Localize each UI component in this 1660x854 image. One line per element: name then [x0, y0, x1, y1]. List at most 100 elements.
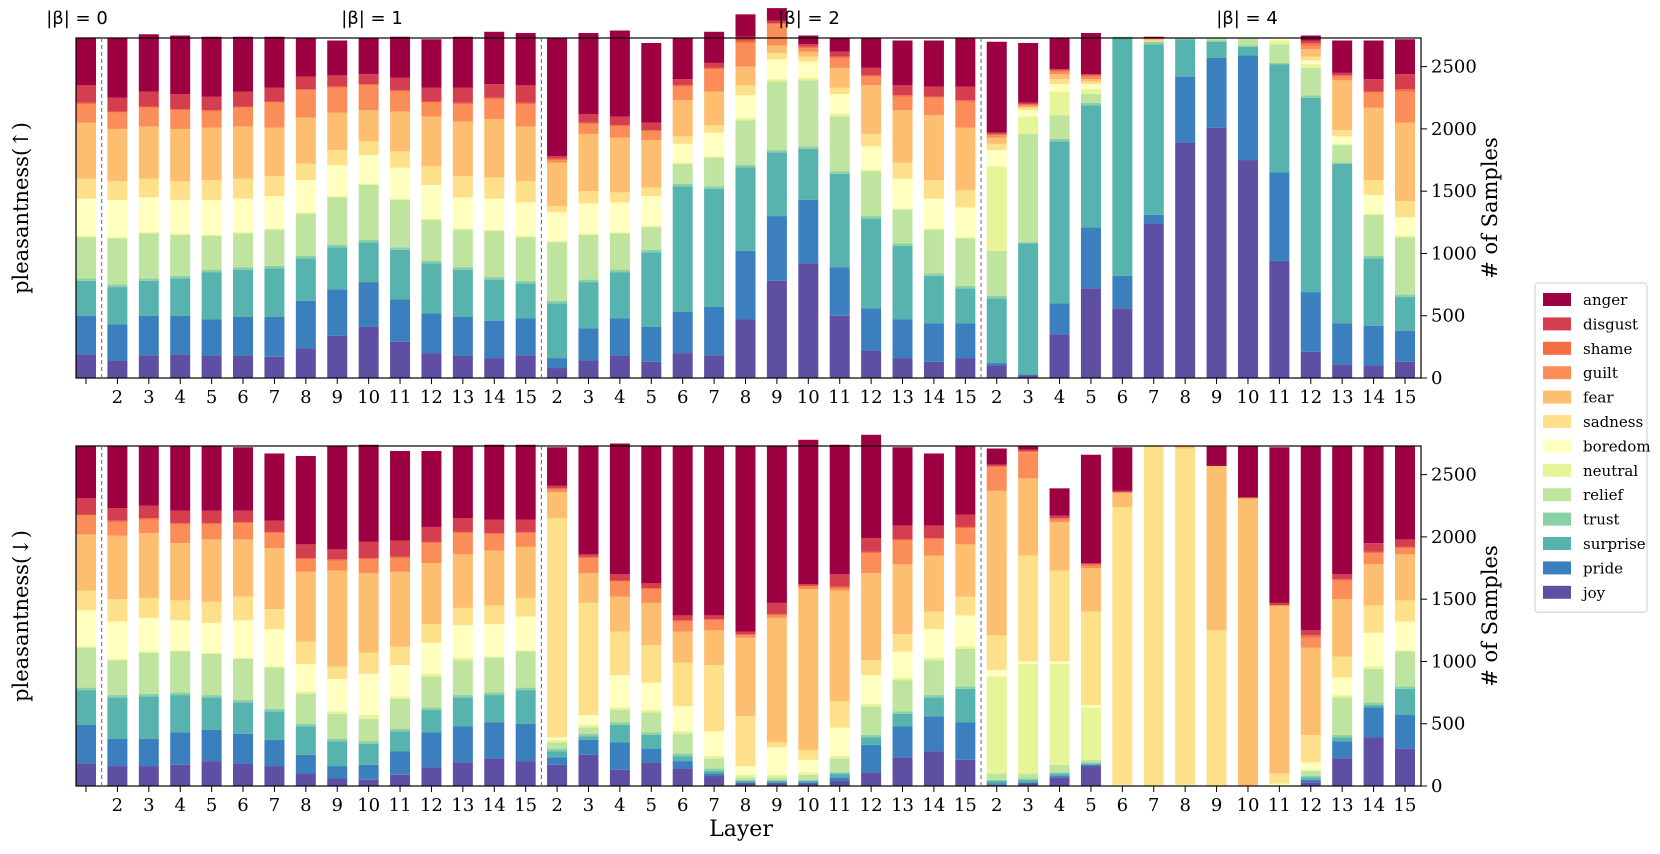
bar-segment-sadness-p2-12: [452, 607, 473, 626]
bar-segment-trust-p2-32: [1080, 762, 1101, 764]
legend-swatch-disgust: [1543, 317, 1571, 331]
bar-segment-anger-p1-30: [1018, 42, 1039, 103]
bar-segment-pride-p2-42: [1395, 715, 1415, 749]
bar-segment-boredom-p1-4: [201, 199, 222, 235]
bar-segment-pride-p1-6: [264, 316, 285, 357]
x-tick-label-p1-22: 9: [771, 387, 782, 408]
bar-segment-anger-p1-5: [233, 36, 254, 92]
bar-segment-guilt-p2-40: [1332, 580, 1353, 600]
bar-segment-pride-p2-29: [986, 783, 1007, 785]
bar-segment-sadness-p2-31: [1049, 570, 1070, 662]
bar-segment-guilt-p1-34: [1143, 38, 1164, 40]
bar-segment-neutral-p1-32: [1080, 89, 1101, 95]
bar-segment-joy-p1-20: [704, 355, 725, 378]
bar-segment-fear-p1-23: [798, 51, 819, 57]
bar-segment-sadness-p2-40: [1332, 656, 1353, 678]
x-tick-label-p2-8: 9: [332, 795, 343, 816]
bar-segment-disgust-p1-32: [1080, 74, 1101, 76]
bar-segment-relief-p2-20: [704, 758, 725, 769]
bar-segment-shame-p2-27: [923, 538, 944, 540]
bar-segment-shame-p1-7: [295, 89, 316, 91]
bar-segment-anger-p2-22: [766, 446, 787, 603]
bar-segment-disgust-p2-25: [861, 538, 882, 552]
bar-segment-trust-p1-37: [1237, 45, 1258, 47]
bar-segment-relief-p2-42: [1395, 651, 1415, 687]
bar-segment-shame-p2-0: [76, 514, 96, 516]
bar-segment-sadness-p1-6: [264, 176, 285, 197]
bar-segment-trust-p2-2: [138, 693, 159, 697]
bar-segment-shame-p2-10: [390, 556, 411, 559]
bar-segment-surprise-p1-21: [735, 167, 756, 251]
bar-segment-disgust-p1-14: [515, 85, 536, 103]
bar-segment-anger-p1-22: [766, 8, 787, 21]
bar-segment-joy-p1-17: [609, 355, 630, 378]
bar-segment-trust-p2-29: [986, 779, 1007, 782]
bar-segment-anger-p2-28: [955, 446, 976, 515]
x-tick-label-p1-40: 13: [1331, 387, 1354, 408]
x-tick-label-p2-17: 4: [614, 795, 625, 816]
bar-segment-joy-p1-32: [1080, 288, 1101, 378]
bar-segment-neutral-p1-11: [421, 218, 442, 220]
bar-segment-guilt-p1-16: [578, 123, 599, 134]
bar-segment-shame-p2-3: [170, 523, 191, 525]
bar-segment-anger-p1-14: [515, 33, 536, 86]
bar-segment-pride-p2-3: [170, 732, 191, 765]
bar-segment-anger-p2-30: [1018, 446, 1039, 450]
bar-segment-anger-p2-24: [829, 444, 850, 575]
bar-segment-boredom-p2-33: [1112, 784, 1133, 786]
bar-segment-fear-p2-19: [672, 631, 693, 663]
bar-segment-disgust-p1-28: [955, 86, 976, 101]
bar-segment-anger-p2-33: [1112, 447, 1133, 491]
bar-segment-fear-p1-28: [955, 127, 976, 190]
bar-segment-relief-p2-41: [1363, 668, 1384, 703]
bar-segment-anger-p2-32: [1080, 454, 1101, 564]
bar-segment-surprise-p1-37: [1237, 46, 1258, 56]
bar-segment-boredom-p1-41: [1363, 194, 1384, 214]
x-tick-label-p1-37: 10: [1237, 387, 1260, 408]
bar-segment-surprise-p2-23: [798, 781, 819, 783]
bar-segment-surprise-p1-40: [1332, 163, 1353, 324]
bar-segment-disgust-p2-31: [1049, 515, 1070, 519]
bar-segment-anger-p1-12: [452, 36, 473, 88]
bar-segment-surprise-p1-39: [1300, 97, 1321, 293]
bar-segment-relief-p2-14: [515, 651, 536, 688]
bar-segment-boredom-p2-11: [421, 642, 442, 674]
bar-segment-joy-p2-25: [861, 772, 882, 786]
bar-segment-neutral-p1-18: [641, 226, 662, 228]
bar-segment-boredom-p1-12: [452, 197, 473, 229]
bar-segment-boredom-p2-25: [861, 675, 882, 704]
bar-segment-surprise-p2-17: [609, 724, 630, 743]
bar-segment-sadness-p1-9: [358, 141, 379, 156]
bar-segment-joy-p1-27: [923, 361, 944, 378]
bar-segment-anger-p2-2: [138, 446, 159, 506]
bar-segment-neutral-p2-42: [1395, 650, 1415, 652]
bar-segment-surprise-p1-18: [641, 252, 662, 327]
bar-segment-sadness-p1-22: [766, 52, 787, 60]
legend-label-surprise: surprise: [1583, 535, 1646, 553]
bar-segment-neutral-p2-32: [1080, 707, 1101, 760]
x-tick-label-p2-26: 13: [891, 795, 914, 816]
bar-segment-surprise-p2-27: [923, 697, 944, 717]
bar-segment-relief-p1-24: [829, 116, 850, 172]
bar-segment-sadness-p2-34: [1143, 446, 1164, 786]
bar-segment-joy-p2-13: [484, 758, 505, 786]
x-tick-label-p1-19: 6: [677, 387, 688, 408]
bar-segment-trust-p1-24: [829, 171, 850, 174]
bar-segment-guilt-p2-16: [578, 558, 599, 574]
bar-segment-trust-p1-19: [672, 183, 693, 187]
legend-label-shame: shame: [1583, 340, 1633, 358]
bar-segment-trust-p1-11: [421, 260, 442, 264]
x-tick-label-p2-25: 12: [860, 795, 883, 816]
bar-segment-relief-p2-6: [264, 667, 285, 709]
bar-segment-trust-p2-1: [107, 695, 128, 698]
bar-segment-surprise-p1-34: [1143, 44, 1164, 215]
bar-segment-relief-p1-10: [390, 199, 411, 248]
bar-segment-guilt-p2-24: [829, 587, 850, 591]
bar-segment-anger-p1-20: [704, 31, 725, 63]
bar-segment-fear-p2-13: [484, 550, 505, 606]
bar-segment-fear-p2-22: [766, 617, 787, 743]
bar-segment-relief-p1-28: [955, 238, 976, 286]
bar-segment-neutral-p2-1: [107, 658, 128, 661]
bar-segment-fear-p2-5: [233, 539, 254, 597]
bar-segment-neutral-p1-41: [1363, 213, 1384, 215]
